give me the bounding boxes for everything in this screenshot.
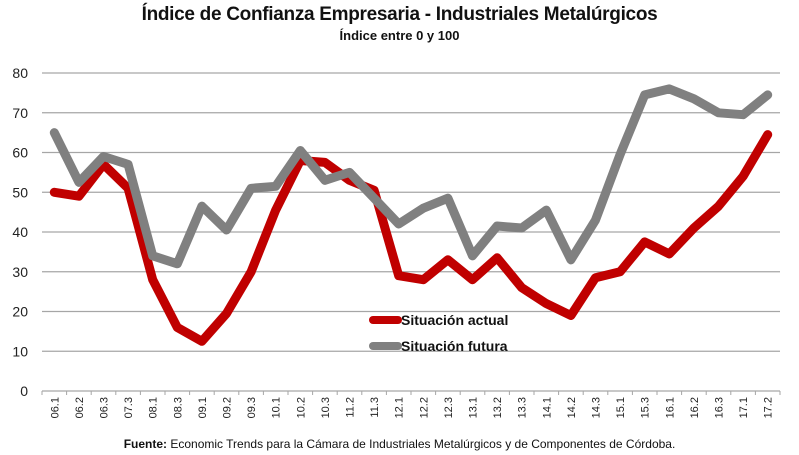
- x-tick-label: 16.2: [689, 397, 701, 418]
- x-tick-label: 06.2: [74, 397, 86, 418]
- x-tick-label: 06.1: [49, 397, 61, 418]
- x-tick-label: 15.3: [640, 397, 652, 418]
- x-tick-label: 08.3: [172, 397, 184, 418]
- x-tick-label: 14.3: [591, 397, 603, 418]
- x-tick-label: 16.1: [664, 397, 676, 418]
- x-tick-label: 13.1: [468, 397, 480, 418]
- x-tick-label: 06.3: [99, 397, 111, 418]
- x-tick-label: 13.2: [492, 397, 504, 418]
- y-tick-label: 60: [12, 145, 28, 161]
- x-tick-label: 10.2: [295, 397, 307, 418]
- chart-title: Índice de Confianza Empresaria - Industr…: [141, 4, 658, 25]
- x-tick-label: 15.1: [615, 397, 627, 418]
- x-tick-label: 12.2: [418, 397, 430, 418]
- source-label: Fuente:: [123, 437, 168, 451]
- x-tick-label: 14.2: [566, 397, 578, 418]
- source-text: Economic Trends para la Cámara de Indust…: [167, 437, 676, 451]
- x-tick-label: 11.2: [345, 397, 357, 418]
- legend-label: Situación actual: [401, 312, 508, 328]
- series-line-situacion-actual: [49, 130, 773, 346]
- x-tick-label: 17.1: [738, 397, 750, 418]
- y-tick-label: 70: [12, 105, 28, 121]
- y-tick-label: 20: [12, 304, 28, 320]
- x-tick-label: 12.1: [394, 397, 406, 418]
- series-lines: [49, 84, 773, 346]
- x-tick-label: 07.3: [123, 397, 135, 418]
- x-tick-label: 09.2: [222, 397, 234, 418]
- legend-label: Situación futura: [401, 338, 508, 354]
- x-tick-label: 08.1: [148, 397, 160, 418]
- x-tick-label: 16.3: [714, 397, 726, 418]
- x-tick-label: 09.3: [246, 397, 258, 418]
- series-line-situacion-futura: [49, 84, 773, 269]
- x-tick-label: 10.3: [320, 397, 332, 418]
- x-tick-label: 09.1: [197, 397, 209, 418]
- x-tick-label: 17.2: [763, 397, 775, 418]
- chart-subtitle: Índice entre 0 y 100: [339, 28, 460, 43]
- y-tick-label: 50: [12, 184, 28, 200]
- y-axis-ticks: 0 10 20 30 40 50 60 70 80: [12, 65, 28, 399]
- y-tick-label: 40: [12, 224, 28, 240]
- x-tick-label: 10.1: [271, 397, 283, 418]
- x-tick-label: 12.3: [443, 397, 455, 418]
- y-tick-label: 0: [20, 383, 28, 399]
- y-tick-label: 80: [12, 65, 28, 81]
- x-tick-label: 13.3: [517, 397, 529, 418]
- y-tick-label: 30: [12, 264, 28, 280]
- source-note: Fuente: Economic Trends para la Cámara d…: [0, 437, 799, 451]
- x-axis: 06.1 06.2 06.3 07.3 08.1 08.3 09.1 09.2 09.3 10.1…: [41, 390, 781, 418]
- y-tick-label: 10: [12, 343, 28, 359]
- legend: Situación actual Situación futura: [369, 312, 508, 354]
- x-tick-label: 14.1: [541, 397, 553, 418]
- x-tick-label: 11.3: [369, 397, 381, 418]
